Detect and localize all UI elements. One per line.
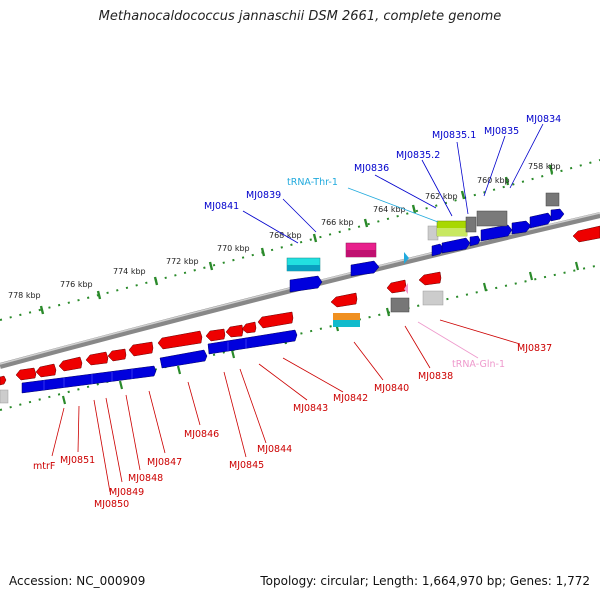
gene-feature[interactable]	[330, 292, 358, 308]
gene-feature[interactable]	[469, 235, 481, 247]
gene-feature[interactable]	[225, 324, 244, 338]
trna-thr-marker[interactable]	[404, 252, 409, 264]
label-mj0845[interactable]: MJ0845	[229, 460, 264, 471]
label-mj0846[interactable]: MJ0846	[184, 429, 219, 440]
feature-block[interactable]	[333, 313, 360, 320]
feature-block[interactable]	[476, 210, 508, 227]
feature-block[interactable]	[437, 228, 467, 236]
scale-label-764: 764 kbp	[373, 205, 406, 214]
label-mj0848[interactable]: MJ0848	[128, 473, 163, 484]
feature-block[interactable]	[545, 192, 560, 207]
label-mj0851[interactable]: MJ0851	[60, 455, 95, 466]
gene-feature[interactable]	[529, 212, 553, 229]
scale-label-778: 778 kbp	[8, 291, 41, 300]
gene-feature[interactable]	[257, 311, 294, 329]
top-leader-lines	[242, 123, 544, 244]
label-mj0842[interactable]: MJ0842	[333, 393, 368, 404]
label-mj0837[interactable]: MJ0837	[517, 343, 552, 354]
label-mj0843[interactable]: MJ0843	[293, 403, 328, 414]
scale-label-772: 772 kbp	[166, 257, 199, 266]
label-mj0836[interactable]: MJ0836	[354, 163, 389, 174]
gene-feature[interactable]	[21, 365, 157, 394]
gene-feature[interactable]	[241, 321, 257, 334]
label-mj0839[interactable]: MJ0839	[246, 190, 281, 201]
gene-feature[interactable]	[418, 271, 442, 286]
genome-title: Methanocaldococcus jannaschii DSM 2661, …	[98, 9, 502, 24]
gene-feature[interactable]	[289, 275, 323, 293]
inner-scale-ring	[0, 264, 600, 411]
major-ticks	[39, 164, 554, 315]
scale-label-774: 774 kbp	[113, 267, 146, 276]
gene-feature[interactable]	[550, 208, 565, 222]
reverse-strand-genes	[0, 225, 600, 386]
gene-feature[interactable]	[128, 341, 154, 357]
scale-label-770: 770 kbp	[217, 244, 250, 253]
gene-feature[interactable]	[0, 375, 7, 386]
gene-feature[interactable]	[511, 220, 532, 235]
scale-label-760: 760 kbp	[477, 176, 510, 185]
feature-block[interactable]	[0, 389, 9, 404]
gene-feature[interactable]	[15, 367, 37, 381]
feature-block[interactable]	[287, 265, 320, 271]
label-trna-gln-1[interactable]: tRNA-Gln-1	[452, 359, 505, 370]
label-trna-thr-1[interactable]: tRNA-Thr-1	[287, 177, 338, 188]
gene-feature[interactable]	[159, 349, 208, 369]
label-mj0838[interactable]: MJ0838	[418, 371, 453, 382]
feature-block[interactable]	[390, 297, 410, 313]
gene-feature[interactable]	[35, 363, 57, 378]
bottom-leader-lines	[51, 319, 521, 493]
trna-gln-marker[interactable]	[404, 283, 408, 294]
scale-label-766: 766 kbp	[321, 218, 354, 227]
gene-feature[interactable]	[572, 225, 600, 243]
gene-feature[interactable]	[386, 279, 407, 294]
label-mj0840[interactable]: MJ0840	[374, 383, 409, 394]
label-mj0850[interactable]: MJ0850	[94, 499, 129, 510]
scale-label-758: 758 kbp	[528, 162, 561, 171]
label-mj0844[interactable]: MJ0844	[257, 444, 292, 455]
feature-block[interactable]	[427, 225, 439, 241]
topology-label: Topology: circular; Length: 1,664,970 bp…	[260, 574, 590, 588]
gene-feature[interactable]	[157, 330, 203, 350]
label-mj0835-2[interactable]: MJ0835.2	[396, 150, 440, 161]
forward-strand-genes	[21, 208, 565, 394]
label-mj0841[interactable]: MJ0841	[204, 201, 239, 212]
scale-label-776: 776 kbp	[60, 280, 93, 289]
gene-feature[interactable]	[350, 260, 380, 277]
gene-feature[interactable]	[441, 237, 471, 254]
label-mtrf[interactable]: mtrF	[33, 461, 55, 472]
gene-feature[interactable]	[107, 348, 127, 362]
other-features	[0, 192, 560, 404]
feature-block[interactable]	[333, 320, 360, 327]
feature-block[interactable]	[422, 290, 444, 306]
gene-feature[interactable]	[58, 356, 83, 372]
scale-labels: 778 kbp 776 kbp 774 kbp 772 kbp 770 kbp …	[8, 162, 561, 300]
top-gene-labels: MJ0841 MJ0839 tRNA-Thr-1 MJ0836 MJ0835.2…	[204, 114, 561, 212]
accession-label: Accession: NC_000909	[9, 574, 146, 588]
gene-feature[interactable]	[85, 351, 109, 366]
label-mj0847[interactable]: MJ0847	[147, 457, 182, 468]
label-mj0834[interactable]: MJ0834	[526, 114, 561, 125]
gene-feature[interactable]	[205, 328, 226, 342]
feature-block[interactable]	[465, 216, 477, 233]
feature-block[interactable]	[346, 250, 376, 257]
label-mj0849[interactable]: MJ0849	[109, 487, 144, 498]
label-mj0835[interactable]: MJ0835	[484, 126, 519, 137]
bottom-gene-labels: mtrF MJ0851 MJ0850 MJ0849 MJ0848 MJ0847 …	[33, 343, 552, 510]
label-mj0835-1[interactable]: MJ0835.1	[432, 130, 476, 141]
gene-feature[interactable]	[207, 329, 298, 355]
